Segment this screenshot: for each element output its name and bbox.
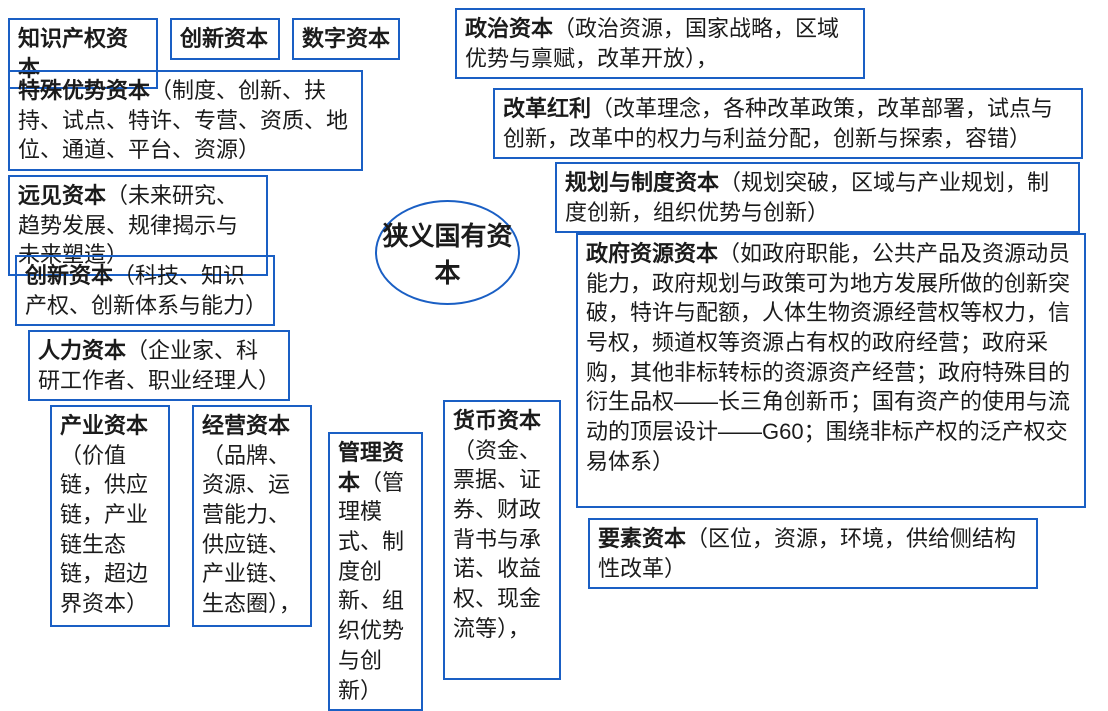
box-industry-capital: 产业资本 （价值链，供应链，产业链生态链，超边界资本）: [50, 405, 170, 627]
box-title: 数字资本: [302, 26, 390, 51]
box-title: 远见资本: [18, 183, 106, 208]
box-political-capital: 政治资本（政治资源，国家战略，区域优势与禀赋，改革开放），: [455, 8, 865, 79]
box-title: 政府资源资本: [586, 241, 718, 266]
box-title: 规划与制度资本: [565, 170, 719, 195]
box-title: 特殊优势资本: [18, 78, 150, 103]
box-title: 要素资本: [598, 526, 686, 551]
box-title: 创新资本: [180, 26, 268, 51]
box-body: （资金、票据、证券、财政背书与承诺、收益权、现金流等），: [453, 438, 541, 641]
box-title: 改革红利: [503, 96, 591, 121]
box-title: 产业资本: [60, 413, 148, 438]
box-title: 人力资本: [38, 338, 126, 363]
box-reform-dividend: 改革红利（改革理念，各种改革政策，改革部署，试点与创新，改革中的权力与利益分配，…: [493, 88, 1083, 159]
box-innovate-capital-top: 创新资本: [170, 18, 280, 60]
box-gov-resource-capital: 政府资源资本（如政府职能，公共产品及资源动员能力，政府规划与政策可为地方发展所做…: [576, 233, 1086, 508]
box-operation-capital: 经营资本 （品牌、资源、运营能力、供应链、产业链、生态圈），: [192, 405, 312, 627]
box-human-capital: 人力资本（企业家、科研工作者、职业经理人）: [28, 330, 290, 401]
box-currency-capital: 货币资本 （资金、票据、证券、财政背书与承诺、收益权、现金流等），: [443, 400, 561, 680]
box-digital-capital: 数字资本: [292, 18, 400, 60]
box-body: （管理模式、制度创新、组织优势与创新）: [338, 470, 404, 703]
box-management-capital: 管理资本（管理模式、制度创新、组织优势与创新）: [328, 432, 423, 711]
box-body: （价值链，供应链，产业链生态链，超边界资本）: [60, 443, 148, 616]
center-oval-text: 狭义国有资本: [377, 216, 518, 290]
box-title: 经营资本: [202, 413, 290, 438]
center-oval: 狭义国有资本: [375, 200, 520, 305]
box-planning-capital: 规划与制度资本（规划突破，区域与产业规划，制度创新，组织优势与创新）: [555, 162, 1080, 233]
box-body: （品牌、资源、运营能力、供应链、产业链、生态圈），: [202, 443, 301, 616]
box-title: 创新资本: [25, 263, 113, 288]
box-factor-capital: 要素资本（区位，资源，环境，供给侧结构性改革）: [588, 518, 1038, 589]
box-special-advantage: 特殊优势资本（制度、创新、扶持、试点、特许、专营、资质、地位、通道、平台、资源）: [8, 70, 363, 171]
box-title: 政治资本: [465, 16, 553, 41]
box-innovate-capital: 创新资本（科技、知识产权、创新体系与能力）: [15, 255, 275, 326]
box-title: 货币资本: [453, 408, 541, 433]
box-body: （如政府职能，公共产品及资源动员能力，政府规划与政策可为地方发展所做的创新突破，…: [586, 241, 1070, 474]
